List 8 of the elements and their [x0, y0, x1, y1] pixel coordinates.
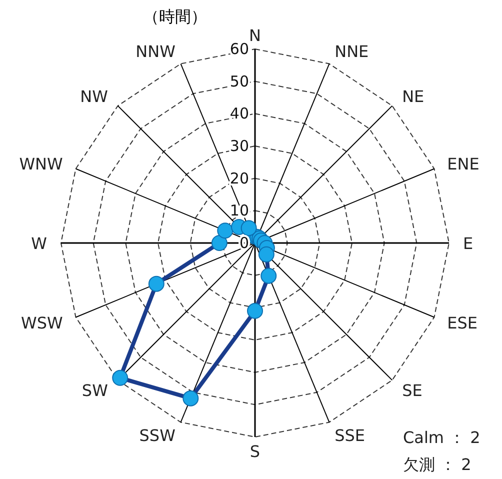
y-tick-label: 40 [230, 104, 249, 123]
text: （時間） [143, 7, 207, 26]
text: 欠測 ： 2 [403, 455, 472, 474]
y-tick-label: 30 [230, 137, 249, 155]
y-tick-label: 20 [230, 169, 249, 188]
y-tick-label: 60 [230, 40, 249, 58]
y-tick-label: 50 [230, 72, 249, 90]
text: Calm ： 2 [403, 428, 480, 447]
